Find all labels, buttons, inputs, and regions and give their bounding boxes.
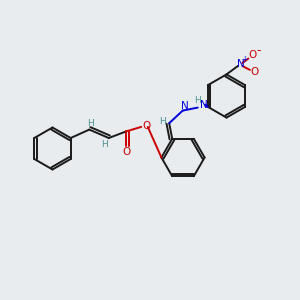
Text: +: + <box>241 56 248 64</box>
Text: O: O <box>250 67 259 77</box>
Text: -: - <box>256 44 260 57</box>
Text: H: H <box>194 97 200 106</box>
Text: N: N <box>181 101 189 111</box>
Text: N: N <box>200 100 208 110</box>
Text: O: O <box>142 121 150 131</box>
Text: H: H <box>159 117 166 126</box>
Text: H: H <box>87 118 94 127</box>
Text: O: O <box>248 50 256 60</box>
Text: O: O <box>122 147 130 157</box>
Text: N: N <box>237 59 245 69</box>
Text: H: H <box>101 140 108 149</box>
